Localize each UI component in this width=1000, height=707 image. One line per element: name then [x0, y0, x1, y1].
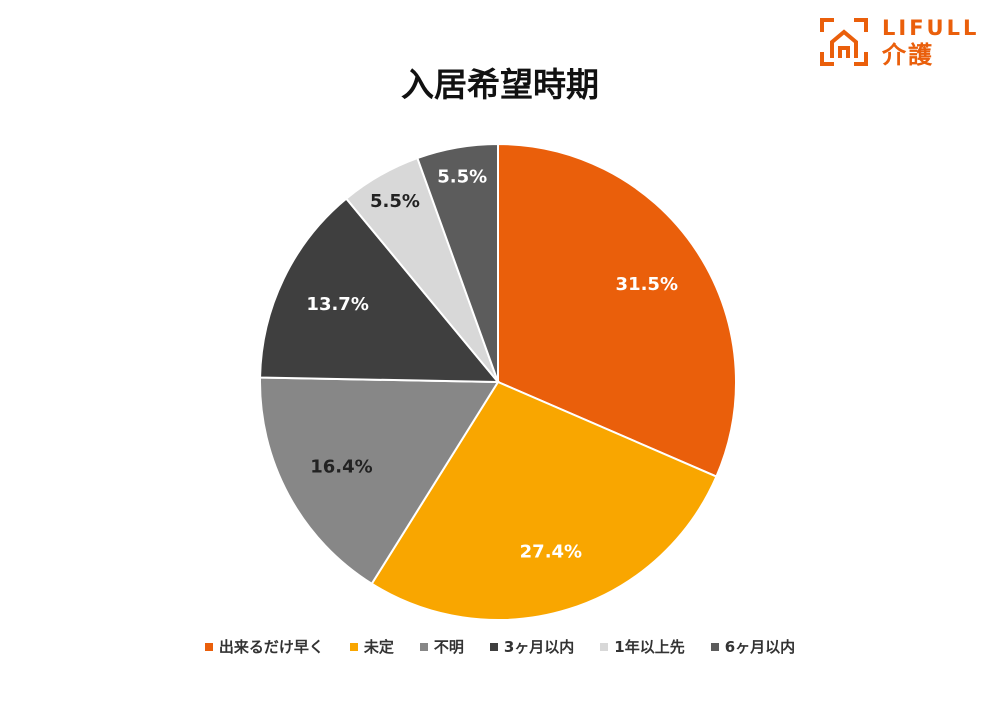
chart-title: 入居希望時期 — [401, 65, 599, 104]
legend-swatch — [600, 642, 609, 651]
legend-item: 6ヶ月以内 — [710, 636, 796, 657]
slice-data-label: 31.5% — [616, 274, 678, 295]
legend-swatch — [419, 642, 428, 651]
legend-label: 6ヶ月以内 — [724, 638, 796, 656]
legend-label: 未定 — [363, 638, 394, 656]
legend-swatch — [349, 642, 358, 651]
pie-slices — [259, 142, 737, 621]
slice-data-label: 13.7% — [306, 294, 368, 315]
legend-swatch — [710, 642, 719, 651]
pie-labels: 31.5% 27.4% 16.4% 13.7% 5.5% 5.5% — [306, 167, 678, 563]
pie-slice — [416, 142, 499, 383]
legend-item: 未定 — [349, 636, 394, 657]
legend-label: 出来るだけ早く — [218, 638, 324, 656]
pie-slice — [259, 197, 501, 384]
legend-item: 不明 — [419, 636, 464, 657]
brand-wordmark: LIFULL — [882, 16, 980, 40]
legend-item: 出来るだけ早く — [204, 636, 324, 657]
legend-item: 3ヶ月以内 — [489, 636, 575, 657]
legend-swatch — [489, 642, 498, 651]
slice-data-label: 16.4% — [310, 456, 372, 477]
legend-label: 不明 — [433, 638, 464, 656]
pie-slice — [259, 376, 500, 586]
slice-data-label: 5.5% — [437, 167, 487, 188]
brand-logo: LIFULL 介護 — [818, 16, 988, 72]
pie-slice — [497, 142, 737, 478]
pie-slice — [370, 380, 718, 621]
slice-data-label: 5.5% — [370, 191, 420, 212]
legend-label: 1年以上先 — [614, 638, 685, 656]
chart-legend: 出来るだけ早く 未定 不明 3ヶ月以内 1年以上先 6ヶ月以内 — [0, 636, 1000, 657]
legend-label: 3ヶ月以内 — [503, 638, 575, 656]
legend-swatch — [204, 642, 213, 651]
brand-subtitle: 介護 — [882, 41, 934, 69]
house-logo-icon — [820, 18, 868, 66]
legend-item: 1年以上先 — [600, 636, 685, 657]
slice-data-label: 27.4% — [520, 541, 582, 562]
